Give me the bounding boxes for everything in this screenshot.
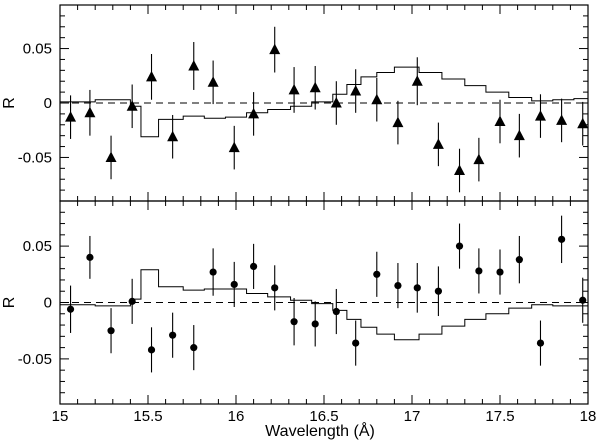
y-tick-label: -0.05 xyxy=(18,351,52,368)
data-point-triangle xyxy=(228,141,240,153)
data-point-circle xyxy=(352,339,360,347)
data-point-triangle xyxy=(167,130,179,142)
x-tick-label: 15 xyxy=(52,408,69,425)
top-panel: -0.05 0 0.05 R xyxy=(1,4,589,202)
data-point-triangle xyxy=(494,115,506,127)
data-point-circle xyxy=(86,253,94,261)
data-point-circle xyxy=(558,235,566,243)
data-point-circle xyxy=(536,339,545,347)
data-point-triangle xyxy=(126,100,138,111)
data-point-circle xyxy=(147,346,156,354)
model-step-line xyxy=(60,66,588,138)
data-point-triangle xyxy=(84,106,96,118)
y-tick-label: 0 xyxy=(44,295,52,312)
data-point-triangle xyxy=(350,85,362,96)
data-point-circle xyxy=(250,262,258,271)
data-point-circle xyxy=(209,268,217,276)
data-point-circle xyxy=(434,287,442,295)
data-point-triangle xyxy=(371,93,383,105)
data-point-circle xyxy=(169,331,177,339)
data-point-circle xyxy=(190,344,198,352)
y-tick-label: 0 xyxy=(44,95,52,112)
data-point-triangle xyxy=(105,151,117,162)
y-tick-label: 0.05 xyxy=(23,41,52,58)
data-point-triangle xyxy=(392,116,404,128)
data-point-circle xyxy=(515,256,523,264)
data-point-circle xyxy=(475,267,483,275)
data-point-circle xyxy=(230,280,238,289)
data-point-circle xyxy=(496,268,504,276)
data-point-triangle xyxy=(454,164,466,176)
x-axis-label: Wavelength (Å) xyxy=(265,421,375,440)
data-point-circle xyxy=(311,320,319,328)
data-point-circle xyxy=(394,281,402,290)
y-axis-label: R xyxy=(1,297,18,309)
y-tick-label: 0.05 xyxy=(23,238,52,255)
x-tick-label: 17 xyxy=(404,408,421,425)
x-tick-label: 16.5 xyxy=(309,408,338,425)
model-step-line xyxy=(60,269,588,341)
data-point-triangle xyxy=(65,111,77,122)
data-point-triangle xyxy=(248,107,260,119)
data-point-triangle xyxy=(513,129,525,141)
data-point-triangle xyxy=(207,76,219,87)
data-point-circle xyxy=(128,297,136,305)
data-point-triangle xyxy=(411,75,423,86)
data-point-circle xyxy=(373,270,381,278)
y-axis-label: R xyxy=(1,97,18,109)
data-point-triangle xyxy=(309,81,321,93)
data-point-triangle xyxy=(577,117,589,129)
data-point-triangle xyxy=(269,43,281,55)
data-point-triangle xyxy=(432,138,444,149)
x-tick-label: 17.5 xyxy=(485,408,514,425)
data-point-triangle xyxy=(473,153,485,165)
data-point-triangle xyxy=(288,83,300,95)
data-point-circle xyxy=(332,307,340,316)
bottom-panel: 15 15.5 16 16.5 17 17.5 18 -0.05 0 0.05 R xyxy=(1,200,597,425)
data-point-circle xyxy=(579,296,587,304)
data-point-triangle xyxy=(330,97,342,108)
data-point-circle xyxy=(290,318,298,326)
data-point-triangle xyxy=(556,114,568,125)
x-tick-label: 18 xyxy=(580,408,597,425)
x-tick-label: 16 xyxy=(228,408,245,425)
data-point-circle xyxy=(413,284,421,292)
x-tick-label: 15.5 xyxy=(133,408,162,425)
data-point-triangle xyxy=(534,110,546,121)
data-point-circle xyxy=(455,242,464,250)
data-point-circle xyxy=(107,327,115,335)
data-point-circle xyxy=(66,305,75,313)
data-point-triangle xyxy=(146,70,158,82)
y-tick-label: -0.05 xyxy=(18,149,52,166)
data-point-circle xyxy=(271,284,279,292)
data-point-triangle xyxy=(188,59,200,71)
